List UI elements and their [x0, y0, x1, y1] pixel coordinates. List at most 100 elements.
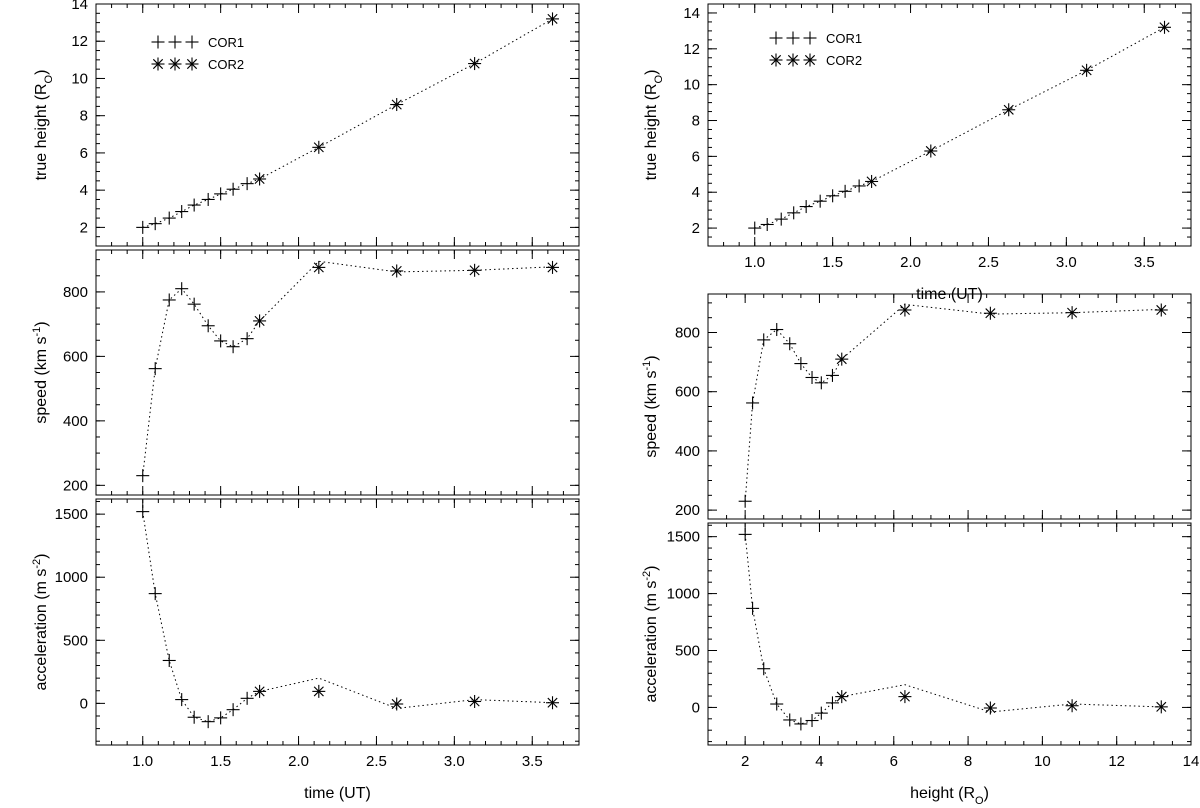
cor1-data-point [136, 220, 150, 234]
plot-frame [95, 249, 580, 496]
y-axis-label-main: acceleration (m s [33, 569, 50, 691]
trend-line [744, 303, 1162, 502]
x-axis-label-main: time (UT) [304, 785, 371, 802]
x-axis-label: time (UT) [304, 785, 371, 802]
cor2-data-point [546, 696, 560, 710]
legend-marker-cor2 [168, 57, 182, 71]
legend-marker-cor1 [151, 35, 165, 49]
cor2-data-point [468, 57, 482, 71]
x-tick-label: 8 [964, 753, 972, 770]
legend-marker-cor1 [185, 35, 199, 49]
cor1-data-point [738, 494, 752, 508]
series-cor1 [136, 505, 254, 729]
plot-frame [95, 3, 580, 247]
x-axis-label: height (RO) [910, 785, 989, 807]
cor1-data-point [162, 211, 176, 225]
y-axis-label-subscript: O [43, 74, 55, 83]
cor1-data-point [175, 693, 189, 707]
cor1-data-point [148, 362, 162, 376]
legend-marker-cor2 [151, 57, 165, 71]
x-tick-label: 10 [1034, 753, 1051, 770]
x-tick-label: 1.5 [210, 753, 231, 770]
legend-marker-cor1 [786, 31, 800, 45]
y-tick-label: 2 [692, 220, 700, 237]
x-tick-label: 2.0 [288, 753, 309, 770]
cor2-data-point [253, 684, 267, 698]
cor1-data-point [226, 182, 240, 196]
cor1-data-point [852, 179, 866, 193]
cor2-data-point [312, 684, 326, 698]
y-axis-label: true height (RO) [643, 70, 665, 181]
cor1-data-point [136, 505, 150, 519]
cor2-data-point [468, 263, 482, 277]
cor2-data-point [835, 690, 849, 704]
cor1-data-point [148, 587, 162, 601]
y-tick-label: 1000 [667, 586, 700, 603]
y-tick-label: 400 [675, 443, 700, 460]
cor2-data-point [898, 303, 912, 317]
series-cor2 [835, 690, 1168, 715]
cor1-data-point [187, 198, 201, 212]
legend-marker-cor2 [769, 53, 783, 67]
y-tick-label: 1000 [55, 569, 88, 586]
trend-line [142, 18, 553, 228]
cor2-data-point [253, 172, 267, 186]
cor1-data-point [760, 217, 774, 231]
series-cor1 [738, 323, 839, 508]
x-tick-label: 3.0 [444, 753, 465, 770]
y-axis-label-end: ) [33, 321, 50, 326]
cor1-data-point [770, 323, 784, 337]
y-axis-label-end: ) [643, 566, 660, 571]
cor1-data-point [770, 697, 784, 711]
cor1-data-point [783, 337, 797, 351]
panel-right-height: 1.0 1.5 2.0 2.5 3.0 3.5 2 4 6 8 10 12 14 true height … [643, 3, 1192, 303]
y-tick-label: 600 [675, 384, 700, 401]
y-axis-label-end: ) [33, 70, 50, 75]
y-tick-label: 0 [692, 699, 700, 716]
y-axis-label-subscript: O [653, 74, 665, 83]
plot-frame [707, 293, 1192, 520]
cor2-data-point [1154, 700, 1168, 714]
y-tick-label: 8 [80, 108, 88, 125]
legend-marker-cor1 [769, 31, 783, 45]
x-tick-label: 1.0 [744, 254, 765, 271]
y-tick-label: 200 [675, 502, 700, 519]
cor1-data-point [214, 334, 228, 348]
plot-frame [707, 522, 1192, 746]
cor1-data-point [201, 192, 215, 206]
y-tick-label: 200 [63, 477, 88, 494]
cor1-data-point [814, 706, 828, 720]
x-axis-label-end: ) [984, 785, 989, 802]
x-tick-label: 3.5 [1134, 254, 1155, 271]
cor1-data-point [201, 715, 215, 729]
y-tick-label: 800 [63, 284, 88, 301]
cor1-data-point [794, 717, 808, 731]
cor2-data-point [546, 12, 560, 26]
trend-line [744, 534, 1162, 725]
trend-line [142, 260, 553, 476]
series-cor2 [253, 260, 560, 328]
series-cor1 [748, 179, 866, 235]
cor1-data-point [240, 332, 254, 346]
series-cor2 [253, 684, 560, 711]
x-tick-label: 2.0 [900, 254, 921, 271]
y-axis-label-main: true height (R [643, 83, 660, 180]
cor2-data-point [253, 314, 267, 328]
y-tick-label: 500 [675, 643, 700, 660]
y-tick-label: 6 [80, 145, 88, 162]
cor1-data-point [757, 662, 771, 676]
x-tick-label: 2.5 [978, 254, 999, 271]
x-axis-label-subscript: O [975, 795, 984, 807]
x-tick-label: 4 [815, 753, 823, 770]
series-cor2 [865, 20, 1172, 188]
y-axis-label-superscript: -1 [641, 361, 653, 371]
y-tick-label: 1500 [55, 506, 88, 523]
y-tick-label: 4 [80, 182, 88, 199]
cor2-data-point [924, 144, 938, 158]
panel-left-speed: 200 400 600 800 speed (km s-1) [31, 249, 580, 496]
x-tick-label: 1.5 [822, 254, 843, 271]
cor2-data-point [898, 690, 912, 704]
cor1-data-point [746, 601, 760, 615]
x-tick-label: 1.0 [132, 753, 153, 770]
y-tick-label: 10 [683, 77, 700, 94]
